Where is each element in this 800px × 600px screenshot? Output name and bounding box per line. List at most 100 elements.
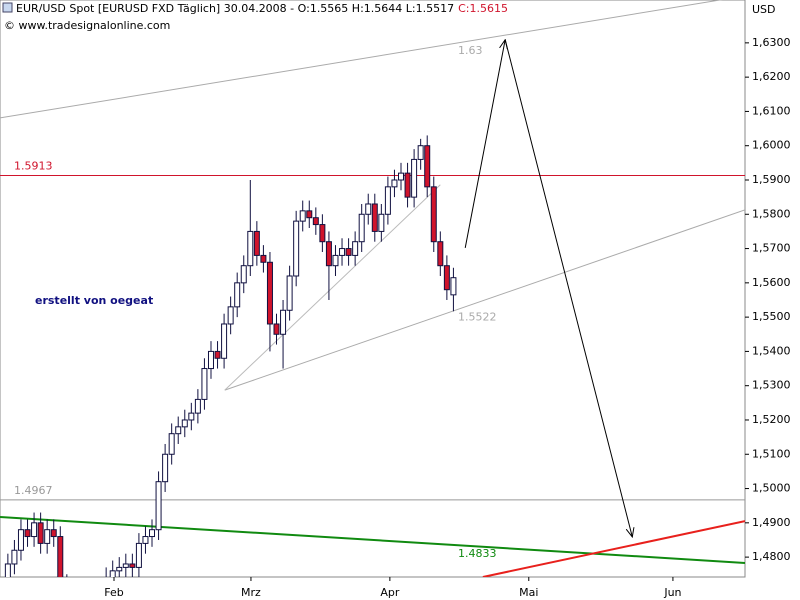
y-tick-label: 1,5700 [752, 242, 791, 255]
y-tick-label: 1,5100 [752, 447, 791, 460]
candle-body [266, 261, 273, 325]
x-tick-label: Jun [663, 586, 681, 599]
candle-body [122, 563, 129, 568]
candle-body [4, 563, 11, 577]
candle-body [57, 536, 64, 577]
candle-body [260, 254, 267, 263]
y-tick-label: 1,5200 [752, 413, 791, 426]
y-tick-label: 1,4800 [752, 550, 791, 563]
candle-body [50, 529, 57, 538]
y-tick-label: 1,5800 [752, 207, 791, 220]
candle-body [135, 542, 142, 568]
candle-body [31, 522, 38, 538]
trend-line [0, 0, 723, 119]
y-tick-label: 1,4900 [752, 516, 791, 529]
candle-body [129, 563, 136, 568]
trend-line [224, 209, 745, 391]
horizontal-line-label: 1.5913 [14, 160, 53, 173]
candle-body [109, 570, 116, 577]
candle-body [378, 213, 385, 232]
candle-body [162, 453, 169, 483]
candle-body [11, 549, 18, 565]
chart-title: EUR/USD Spot [EURUSD FXD Täglich] 30.04.… [16, 2, 454, 15]
candle-body [365, 203, 372, 215]
candle-body [352, 241, 359, 256]
candle-body [339, 248, 346, 256]
y-tick-label: 1,5500 [752, 310, 791, 323]
candle-body [312, 217, 319, 226]
annotation: erstellt von oegeat [35, 294, 153, 307]
candle-body [293, 220, 300, 277]
candle-body [384, 186, 391, 215]
candle-body [155, 481, 162, 531]
candle-body [319, 224, 326, 243]
candle-body [24, 529, 31, 538]
source: © www.tradesignalonline.com [4, 19, 170, 32]
candle-body [37, 522, 44, 544]
candle-body [273, 323, 280, 335]
y-tick-label: 1,5400 [752, 344, 791, 357]
candle-body [17, 529, 24, 551]
y-tick-label: 1,6100 [752, 104, 791, 117]
candle-body [286, 275, 293, 311]
trend-line [0, 516, 745, 564]
candle-body [430, 186, 437, 243]
x-tick-label: Apr [380, 586, 400, 599]
candle-body [424, 145, 431, 188]
candle-body [207, 350, 214, 370]
icon [2, 2, 13, 13]
candle-body [417, 145, 424, 160]
candle-body [398, 172, 405, 181]
trend-line [224, 184, 441, 391]
x-tick-label: Feb [104, 586, 123, 599]
candle-body [227, 306, 234, 325]
candle-body [97, 591, 102, 598]
candle-body [306, 210, 313, 219]
y-tick-label: 1,5000 [752, 482, 791, 495]
candle-body [214, 350, 221, 359]
candle-body [450, 277, 457, 296]
candle-body [332, 254, 339, 267]
candle-body [175, 426, 182, 435]
level-label: 1.5522 [458, 311, 497, 324]
x-tick-label: Mrz [241, 586, 261, 599]
candle-body [280, 309, 287, 335]
candle-body [201, 368, 208, 400]
candle-body [371, 203, 378, 232]
x-tick-label: Mai [519, 586, 538, 599]
candle-body [142, 536, 149, 544]
horizontal-line-label: 1.4967 [14, 484, 53, 497]
candle-body [149, 529, 156, 538]
plot-area [0, 0, 746, 578]
level-label: 1.63 [458, 44, 483, 57]
candle-body [391, 179, 398, 188]
y-tick-label: 1,6000 [752, 139, 791, 152]
candle-body [44, 529, 51, 544]
candle-body [188, 412, 195, 421]
candle-body [234, 282, 241, 308]
level-label: 1.4833 [458, 547, 497, 560]
y-tick-label: 1,5900 [752, 173, 791, 186]
candle-body [437, 241, 444, 267]
y-tick-label: 1,6300 [752, 36, 791, 49]
candle-body [181, 419, 188, 428]
candle-body [194, 398, 201, 414]
candle-body [64, 585, 69, 599]
candle-body [240, 265, 247, 284]
candle-body [116, 566, 123, 572]
candle-body [411, 158, 418, 198]
candle-body [168, 433, 175, 455]
candle-body [345, 248, 352, 256]
candle-body [221, 323, 228, 359]
y-tick-label: 1,6200 [752, 70, 791, 83]
candle-body [253, 230, 260, 256]
plot [0, 0, 745, 599]
candle-body [325, 241, 332, 267]
y-tick-label: 1,5300 [752, 379, 791, 392]
y-axis-label: USD [752, 3, 776, 16]
candle-body [443, 265, 450, 291]
trend-line [482, 520, 745, 577]
y-tick-label: 1,5600 [752, 276, 791, 289]
